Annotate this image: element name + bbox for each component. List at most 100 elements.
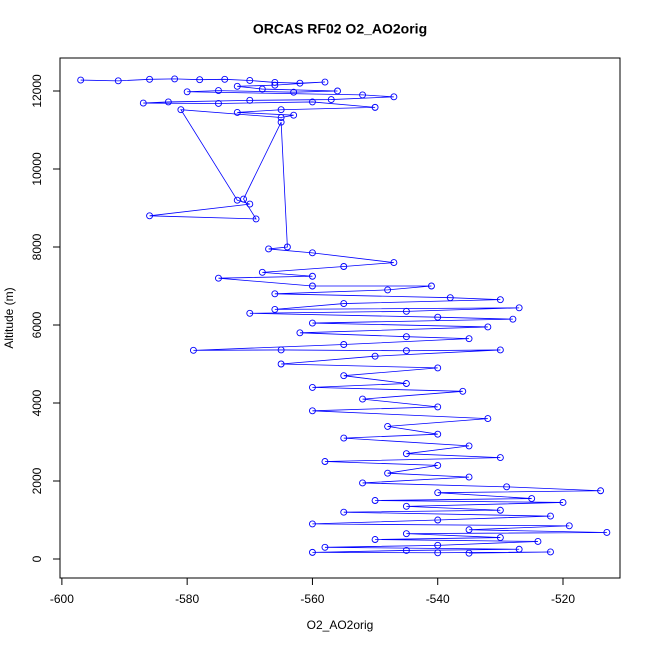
data-point	[515, 545, 523, 553]
data-point	[459, 387, 467, 395]
data-point	[246, 96, 254, 104]
data-point	[77, 76, 85, 84]
data-point	[271, 78, 279, 86]
data-point	[371, 352, 379, 360]
data-point	[340, 341, 348, 348]
data-point	[359, 395, 367, 403]
y-tick-label: 0	[30, 555, 44, 562]
data-point	[246, 77, 254, 84]
data-point	[402, 546, 410, 554]
data-point	[603, 529, 611, 536]
data-point	[308, 282, 316, 290]
data-point	[390, 93, 398, 101]
data-point	[434, 403, 442, 411]
x-tick-label: -540	[426, 592, 450, 606]
data-point	[183, 88, 191, 96]
y-tick-label: 6000	[30, 311, 44, 338]
data-point	[308, 249, 316, 257]
data-point	[215, 87, 222, 95]
data-point	[296, 329, 304, 337]
data-point	[434, 461, 442, 469]
data-point	[534, 538, 542, 545]
data-point	[465, 442, 473, 450]
data-point	[308, 272, 316, 280]
data-point	[233, 82, 241, 90]
data-point	[321, 78, 329, 86]
data-point	[402, 530, 410, 538]
data-point	[114, 77, 122, 85]
data-point	[390, 259, 398, 267]
x-tick-label: -580	[175, 592, 199, 606]
data-point	[434, 489, 442, 497]
data-point	[189, 346, 197, 354]
data-point	[509, 315, 517, 323]
data-point	[359, 91, 367, 99]
data-point	[277, 346, 285, 354]
data-point	[246, 200, 254, 208]
data-point	[465, 526, 473, 534]
data-point	[271, 305, 279, 313]
data-point	[308, 383, 316, 391]
data-point	[484, 415, 492, 423]
data-point	[434, 549, 442, 557]
data-point	[402, 450, 410, 458]
data-point	[496, 506, 504, 514]
data-point	[434, 516, 442, 524]
data-point	[340, 300, 348, 308]
data-point	[246, 309, 254, 317]
data-point	[402, 347, 410, 355]
data-point	[371, 536, 379, 543]
x-tick-label: -600	[50, 592, 74, 606]
data-point	[171, 75, 179, 83]
data-point	[296, 79, 304, 87]
y-tick-label: 12000	[30, 74, 44, 108]
data-point	[290, 111, 298, 119]
y-tick-label: 2000	[30, 467, 44, 494]
y-tick-label: 4000	[30, 389, 44, 416]
data-point	[265, 245, 273, 253]
data-point	[146, 75, 154, 83]
y-axis-label: Altitude (m)	[2, 287, 16, 348]
data-point	[465, 549, 473, 557]
data-point	[139, 99, 147, 107]
data-point	[258, 85, 266, 93]
data-point	[528, 495, 536, 503]
data-point	[321, 458, 329, 465]
data-point	[196, 76, 204, 84]
data-point	[434, 430, 442, 438]
x-axis-label: O2_AO2orig	[307, 618, 374, 632]
data-point	[597, 487, 605, 495]
data-point	[384, 422, 392, 430]
data-point	[233, 108, 241, 116]
data-point	[515, 304, 523, 312]
data-point	[340, 263, 348, 270]
data-point	[496, 296, 504, 304]
data-point	[233, 196, 241, 204]
data-point	[402, 380, 410, 387]
chart-title: ORCAS RF02 O2_AO2orig	[253, 21, 427, 37]
data-point	[402, 307, 410, 315]
data-point	[359, 479, 367, 487]
data-point	[547, 548, 554, 556]
data-point	[327, 96, 335, 104]
data-point	[277, 118, 285, 126]
data-point	[258, 268, 266, 276]
data-point	[428, 282, 435, 290]
data-point	[434, 364, 442, 372]
data-point	[434, 541, 442, 549]
data-point	[271, 290, 279, 298]
data-point	[321, 543, 329, 551]
data-point	[465, 473, 473, 481]
data-point	[277, 114, 285, 121]
data-point	[384, 286, 392, 294]
data-point	[465, 335, 473, 343]
data-point	[277, 360, 285, 368]
data-point	[340, 372, 348, 380]
y-tick-label: 8000	[30, 233, 44, 260]
data-point	[503, 483, 511, 491]
data-point	[146, 212, 154, 220]
data-point	[402, 502, 410, 510]
data-point	[340, 508, 348, 516]
data-point	[240, 195, 247, 203]
